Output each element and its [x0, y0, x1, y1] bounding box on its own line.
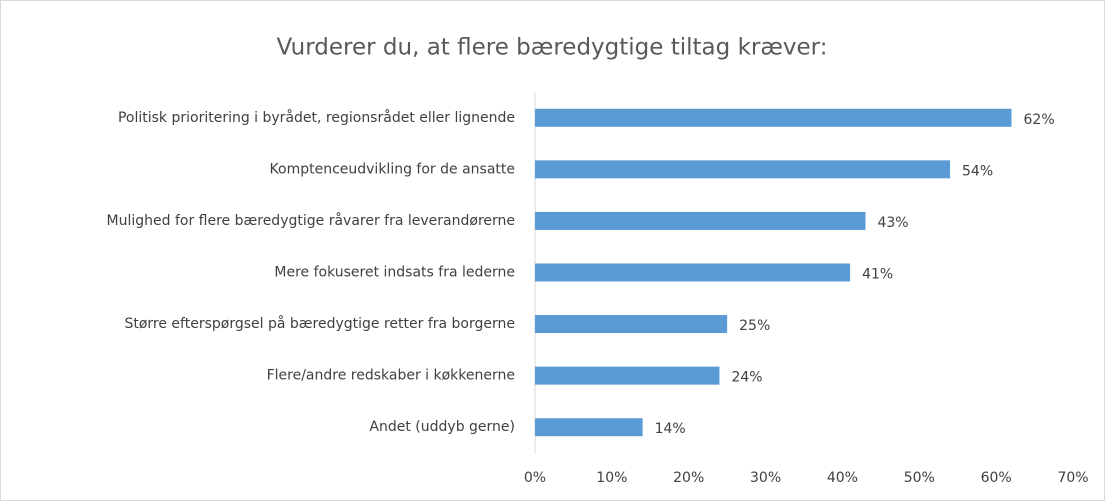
x-tick-label: 10%: [596, 470, 627, 486]
x-tick-label: 60%: [981, 470, 1012, 486]
y-tick-label: Politisk prioritering i byrådet, regions…: [118, 109, 515, 126]
bar: [535, 315, 728, 334]
y-tick-label: Større efterspørgsel på bæredygtige rett…: [124, 315, 515, 332]
data-label: 43%: [877, 215, 908, 231]
bar: [535, 211, 866, 230]
data-label: 25%: [739, 318, 770, 334]
y-tick-label: Andet (uddyb gerne): [369, 419, 515, 435]
y-tick-label: Mere fokuseret indsats fra lederne: [274, 265, 515, 281]
x-tick-label: 30%: [750, 470, 781, 486]
data-label: 41%: [862, 267, 893, 283]
x-tick-label: 50%: [904, 470, 935, 486]
x-tick-label: 40%: [827, 470, 858, 486]
bar: [535, 418, 643, 437]
x-tick-label: 0%: [524, 470, 546, 486]
bar: [535, 160, 951, 179]
data-label: 62%: [1024, 112, 1055, 128]
bar: [535, 366, 720, 385]
chart-title: Vurderer du, at flere bæredygtige tiltag…: [276, 35, 827, 61]
data-label: 14%: [655, 421, 686, 437]
y-tick-label: Flere/andre redskaber i køkkenerne: [267, 368, 515, 384]
data-label: 54%: [962, 163, 993, 179]
y-tick-label: Mulighed for flere bæredygtige råvarer f…: [107, 212, 515, 229]
x-tick-label: 20%: [673, 470, 704, 486]
x-tick-label: 70%: [1057, 470, 1088, 486]
bar: [535, 108, 1012, 127]
y-tick-label: Komptenceudvikling for de ansatte: [270, 161, 515, 177]
data-label: 24%: [731, 370, 762, 386]
bar: [535, 263, 851, 282]
